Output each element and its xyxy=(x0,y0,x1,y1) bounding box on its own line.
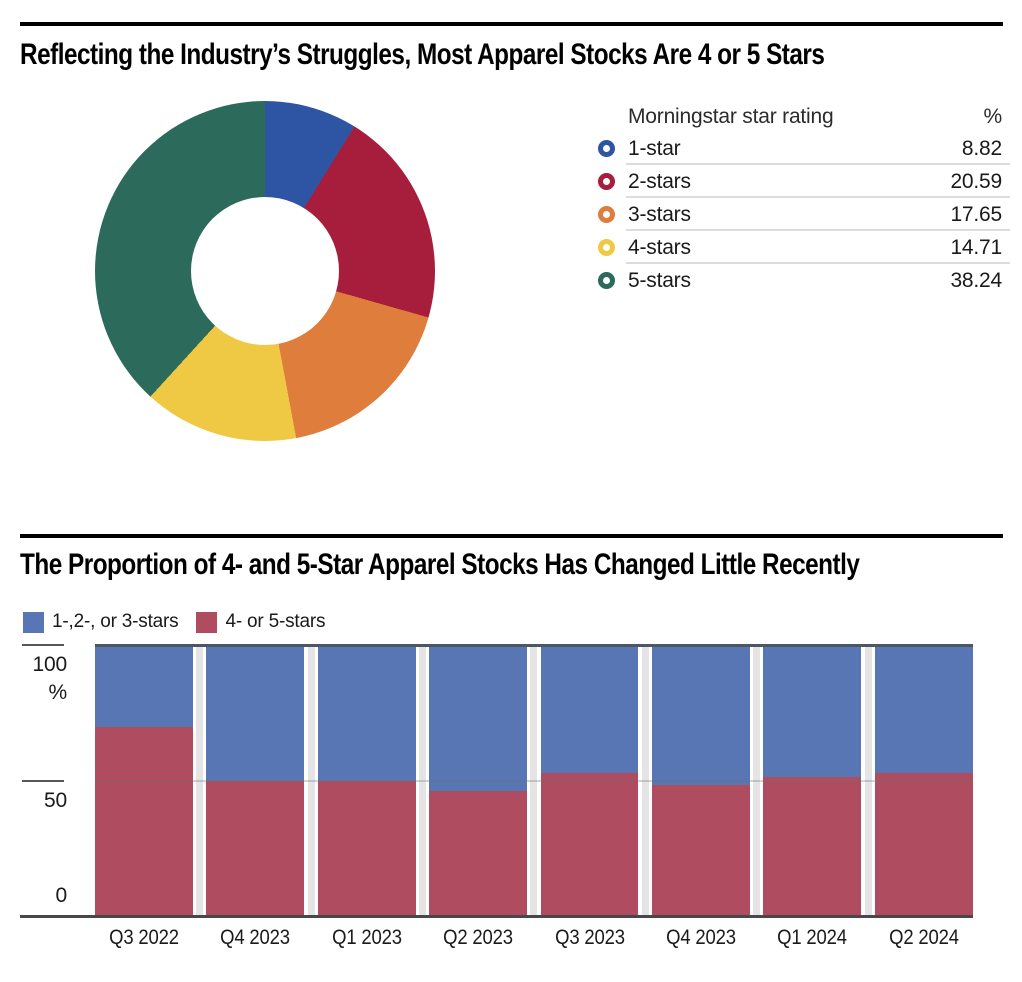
bar-segment-1-2-3-stars xyxy=(206,645,305,781)
legend-label: 4- or 5-stars xyxy=(225,611,326,632)
bar-gap-stripe xyxy=(530,645,538,917)
x-axis-label: Q1 2023 xyxy=(331,926,402,949)
table-header-label: Morningstar star rating xyxy=(628,105,834,128)
bar-segment-4-5-stars xyxy=(540,772,639,917)
rating-percent-value: 20.59 xyxy=(950,170,1002,193)
table-row: 5-stars 38.24 xyxy=(598,264,1010,297)
top-rule xyxy=(20,22,1003,26)
bar-gap-stripe xyxy=(418,645,426,917)
bar-segment-4-5-stars xyxy=(206,781,305,917)
x-axis-label: Q1 2024 xyxy=(777,926,848,949)
bar-segment-4-5-stars xyxy=(429,790,528,917)
stacked-bar xyxy=(429,645,528,917)
rating-percent-value: 14.71 xyxy=(950,236,1002,259)
ring-marker-icon xyxy=(598,239,615,256)
bar-segment-4-5-stars xyxy=(763,776,862,917)
bar-segment-1-2-3-stars xyxy=(763,645,862,777)
stacked-bar xyxy=(652,645,750,917)
bar-segment-1-2-3-stars xyxy=(874,645,973,773)
star-rating-legend-table: Morningstar star rating % 1-star 8.82 2-st… xyxy=(598,102,1010,297)
bar-chart-legend: 1-,2-, or 3-stars 4- or 5-stars xyxy=(23,611,343,633)
ring-marker-icon xyxy=(598,206,615,223)
gridline-50 xyxy=(95,780,973,782)
row-divider xyxy=(626,196,1010,198)
ring-marker-icon xyxy=(598,272,615,289)
bar-segment-4-5-stars xyxy=(95,726,193,917)
legend-item: 1-,2-, or 3-stars xyxy=(23,611,179,633)
bar-segment-4-5-stars xyxy=(317,781,416,917)
y-tick-label: 50 xyxy=(44,789,67,812)
stacked-bar xyxy=(206,645,305,917)
legend-swatch xyxy=(196,611,218,633)
legend-label: 1-,2-, or 3-stars xyxy=(52,611,179,632)
y-tick-label: 0 xyxy=(55,884,68,907)
table-row: 2-stars 20.59 xyxy=(598,165,1010,198)
stacked-bar xyxy=(763,645,862,917)
ring-marker-icon xyxy=(598,140,615,157)
donut-hole xyxy=(191,197,339,345)
x-axis-label: Q2 2023 xyxy=(443,926,513,949)
bar-gap-stripe xyxy=(307,645,315,917)
ring-marker-icon xyxy=(598,173,615,190)
rating-label: 5-stars xyxy=(628,269,691,292)
y-tick xyxy=(22,780,64,782)
y-axis-unit-label: % xyxy=(48,681,68,704)
table-row: 3-stars 17.65 xyxy=(598,198,1010,231)
rating-label: 1-star xyxy=(628,137,681,160)
stacked-bar xyxy=(95,645,193,917)
table-header-percent: % xyxy=(983,105,1003,128)
y-tick-label: 100 xyxy=(32,653,68,676)
rating-percent-value: 8.82 xyxy=(961,137,1002,160)
rating-label: 2-stars xyxy=(628,170,691,193)
bar-chart-title: The Proportion of 4- and 5-Star Apparel … xyxy=(20,548,1022,582)
bar-segment-1-2-3-stars xyxy=(540,645,639,773)
x-axis-label: Q4 2023 xyxy=(220,926,291,949)
bar-segment-4-5-stars xyxy=(652,785,750,917)
bar-chart-title-text: The Proportion of 4- and 5-Star Apparel … xyxy=(20,548,860,581)
legend-item: 4- or 5-stars xyxy=(196,611,325,633)
rating-percent-value: 17.65 xyxy=(950,203,1002,226)
donut-chart-title: Reflecting the Industry’s Struggles, Mos… xyxy=(20,38,1013,72)
table-row: 1-star 8.82 xyxy=(598,132,1010,165)
plot-top-border xyxy=(95,644,973,647)
bar-gap-stripe xyxy=(641,645,649,917)
x-axis-label: Q3 2022 xyxy=(109,926,179,949)
rating-label: 4-stars xyxy=(628,236,691,259)
bar-plot-area xyxy=(95,644,973,917)
table-row: 4-stars 14.71 xyxy=(598,231,1010,264)
bar-gap-stripe xyxy=(196,645,204,917)
x-axis-label: Q4 2023 xyxy=(666,926,736,949)
rating-label: 3-stars xyxy=(628,203,691,226)
bar-gap-stripe xyxy=(864,645,872,917)
bar-segment-1-2-3-stars xyxy=(95,645,193,727)
bar-segment-4-5-stars xyxy=(874,772,973,917)
x-axis-line xyxy=(20,915,973,918)
bar-segment-1-2-3-stars xyxy=(652,645,750,786)
stacked-bar xyxy=(874,645,973,917)
row-divider xyxy=(626,229,1010,231)
bottom-rule xyxy=(20,534,1003,538)
donut-chart-title-text: Reflecting the Industry’s Struggles, Mos… xyxy=(20,38,825,71)
bar-segment-1-2-3-stars xyxy=(317,645,416,781)
stacked-bar xyxy=(540,645,639,917)
x-axis-label: Q3 2023 xyxy=(554,926,625,949)
donut-chart xyxy=(95,101,435,441)
row-divider xyxy=(626,163,1010,165)
y-tick xyxy=(22,644,64,646)
bar-gap-stripe xyxy=(753,645,761,917)
legend-swatch xyxy=(23,611,44,633)
stacked-bar xyxy=(317,645,416,917)
x-axis-label: Q2 2024 xyxy=(888,926,959,949)
row-divider xyxy=(626,262,1010,264)
bar-segment-1-2-3-stars xyxy=(429,645,528,791)
rating-percent-value: 38.24 xyxy=(950,269,1002,292)
table-header-row: Morningstar star rating % xyxy=(598,102,1010,132)
